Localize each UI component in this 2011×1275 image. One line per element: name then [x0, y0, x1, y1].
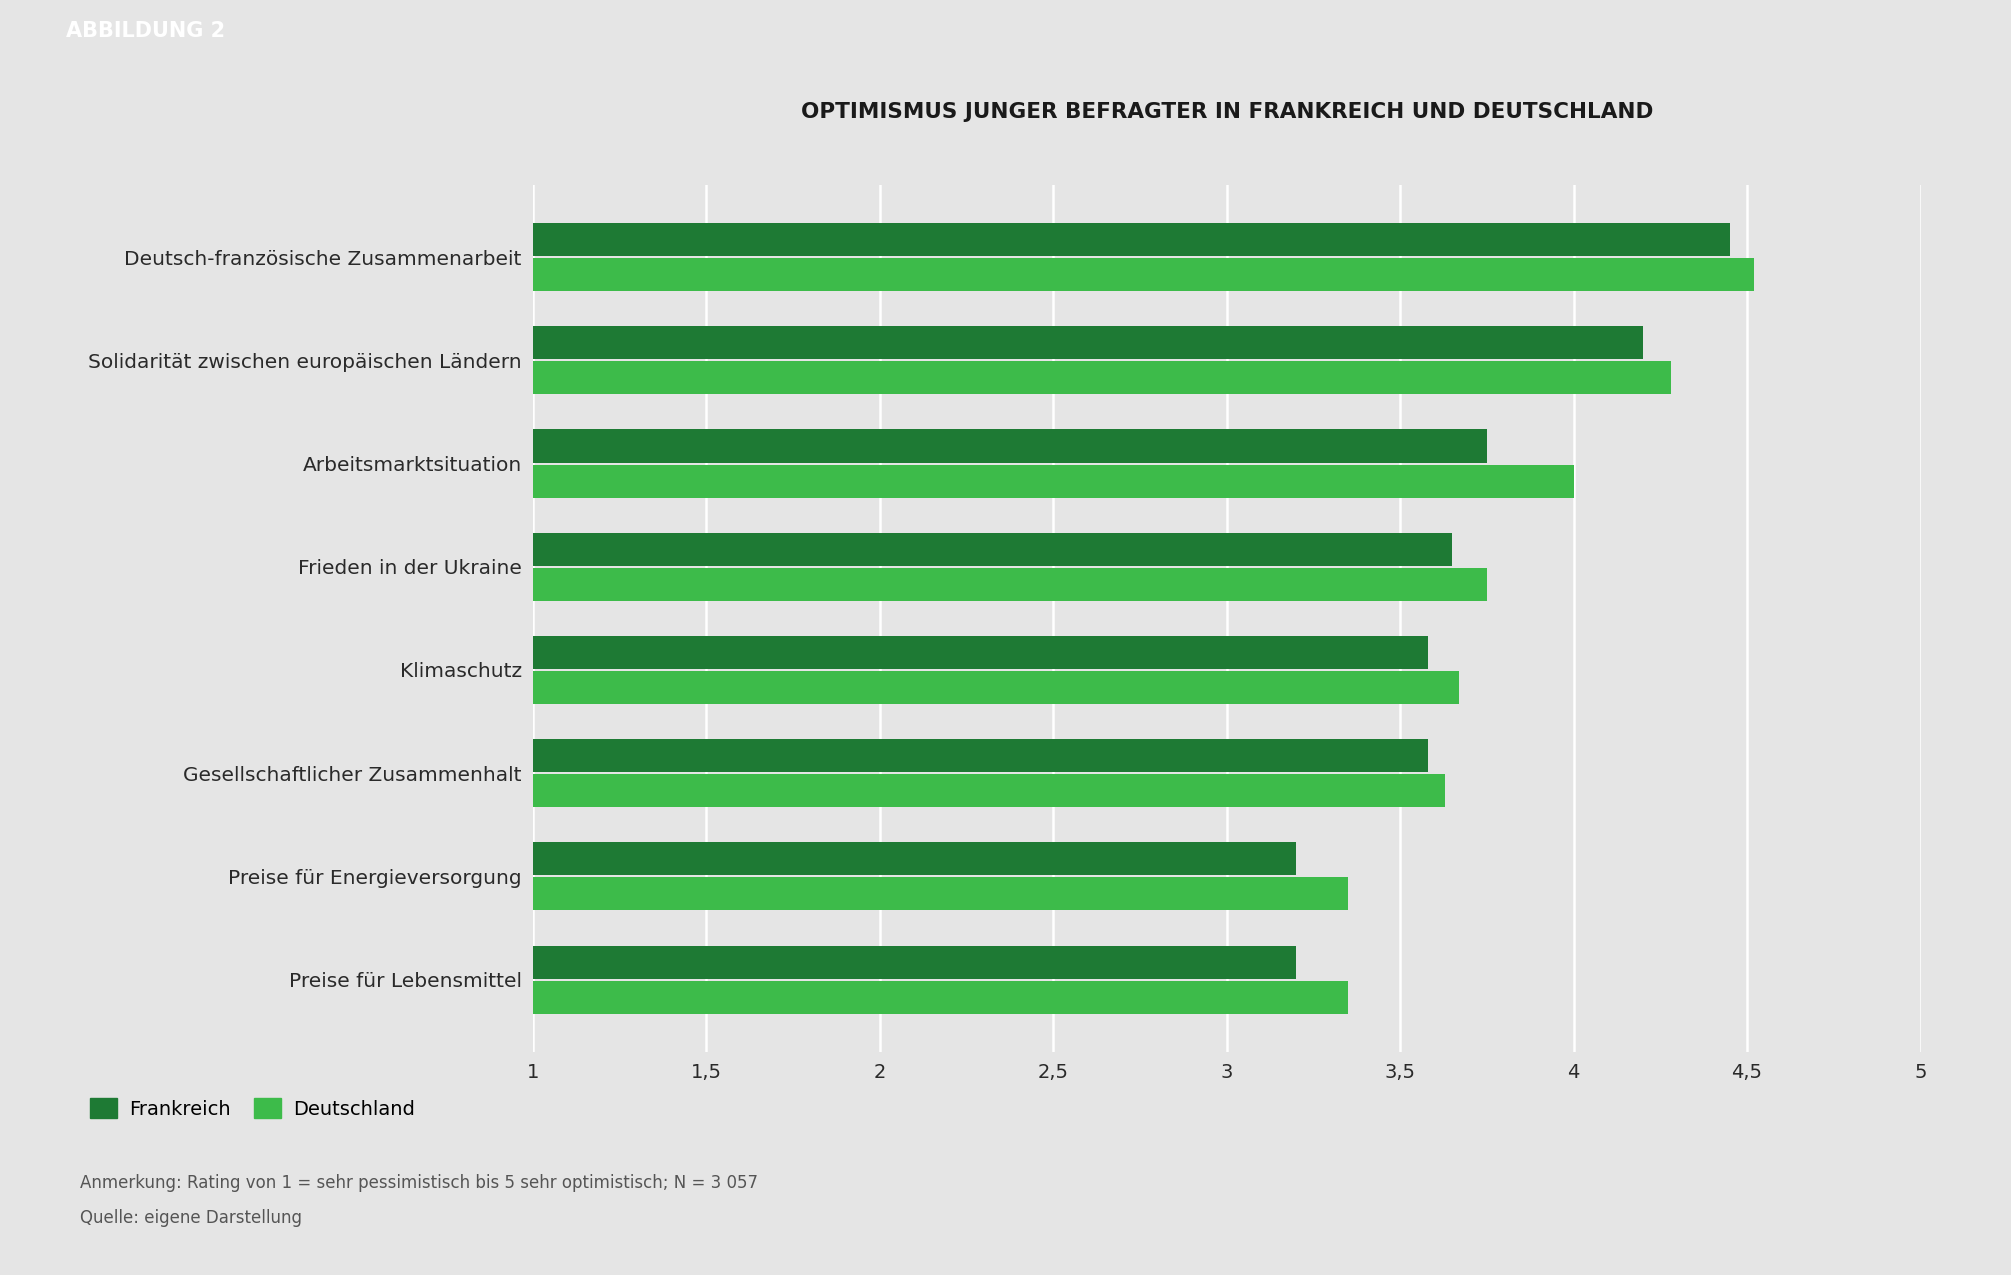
Bar	[533, 671, 1460, 704]
Bar	[533, 533, 1452, 566]
Bar	[533, 223, 1729, 256]
Text: Quelle: eigene Darstellung: Quelle: eigene Darstellung	[80, 1209, 302, 1227]
Bar	[533, 361, 1671, 394]
Legend: Frankreich, Deutschland: Frankreich, Deutschland	[90, 1098, 414, 1118]
Bar	[533, 567, 1486, 601]
Bar	[533, 326, 1643, 360]
Bar	[533, 430, 1486, 463]
Bar	[533, 258, 1754, 291]
Bar	[533, 636, 1428, 669]
Bar	[533, 843, 1295, 876]
Text: Anmerkung: Rating von 1 = sehr pessimistisch bis 5 sehr optimistisch; N = 3 057: Anmerkung: Rating von 1 = sehr pessimist…	[80, 1174, 758, 1192]
Bar	[533, 877, 1347, 910]
Bar	[533, 464, 1573, 497]
Text: ABBILDUNG 2: ABBILDUNG 2	[66, 20, 225, 41]
Bar	[533, 946, 1295, 979]
Bar	[533, 980, 1347, 1014]
Bar	[533, 774, 1446, 807]
Text: OPTIMISMUS JUNGER BEFRAGTER IN FRANKREICH UND DEUTSCHLAND: OPTIMISMUS JUNGER BEFRAGTER IN FRANKREIC…	[800, 102, 1653, 122]
Bar	[533, 740, 1428, 773]
